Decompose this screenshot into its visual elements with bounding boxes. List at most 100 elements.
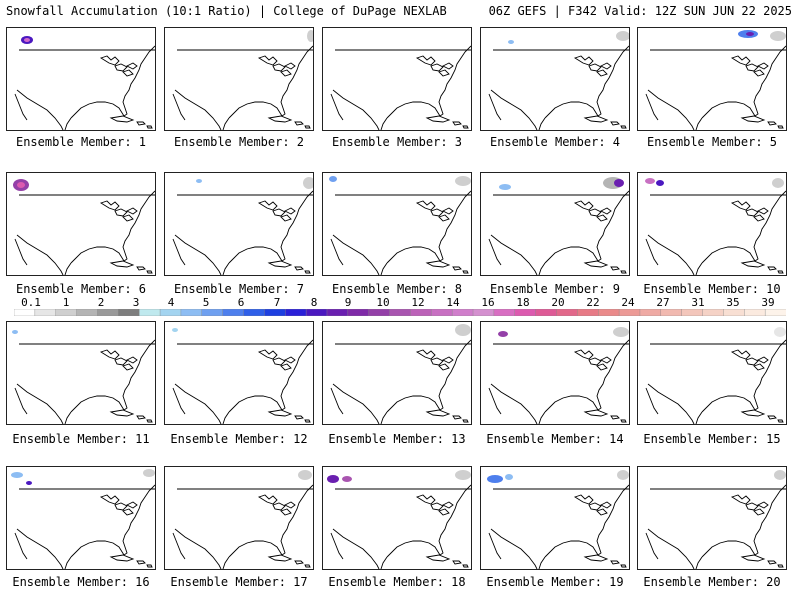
map-outline <box>109 554 135 562</box>
map-outline <box>16 234 64 275</box>
map-outline <box>645 387 659 415</box>
map-outline <box>283 356 296 364</box>
snowfall-area <box>17 182 25 188</box>
map-outline <box>99 349 120 360</box>
member-map-12 <box>164 321 314 425</box>
map-outline <box>490 528 538 569</box>
map-outline <box>122 508 134 516</box>
map-outline <box>272 502 286 511</box>
member-caption: Ensemble Member: 1 <box>15 135 147 149</box>
map-outline <box>283 62 296 70</box>
colorbar-swatch <box>201 309 224 316</box>
map-outline <box>573 55 594 66</box>
map-outline <box>109 409 135 417</box>
member-map-11 <box>6 321 156 425</box>
map-outline <box>430 502 444 511</box>
map-outline <box>136 121 146 126</box>
map-outline <box>695 556 703 569</box>
map-outline <box>380 262 388 275</box>
map-outline <box>122 45 155 117</box>
member-map-16 <box>6 466 156 570</box>
map-outline <box>753 508 765 516</box>
snowfall-area <box>12 330 18 334</box>
map-outline <box>599 501 612 509</box>
map-outline <box>174 89 222 130</box>
us-map <box>488 327 629 424</box>
map-outline <box>332 528 380 569</box>
map-outline <box>125 207 138 215</box>
colorbar-swatch <box>744 309 766 316</box>
map-outline <box>599 356 612 364</box>
colorbar-tick-label: 5 <box>202 296 210 309</box>
map-outline <box>330 238 344 266</box>
map-outline <box>114 502 128 511</box>
colorbar-tick-label: 22 <box>586 296 600 309</box>
member-map-17 <box>164 466 314 570</box>
map-outline <box>730 200 751 211</box>
snowfall-area <box>614 179 624 187</box>
map-outline <box>645 93 659 121</box>
map-outline <box>777 125 784 129</box>
map-outline <box>538 262 546 275</box>
map-outline <box>647 528 695 569</box>
map-outline <box>272 357 286 366</box>
map-outline <box>701 246 756 264</box>
map-outline <box>70 246 125 264</box>
colorbar-tick-label: 0.1 <box>21 296 41 309</box>
member-caption: Ensemble Member: 18 <box>328 575 466 589</box>
map-outline <box>452 415 462 420</box>
map-outline <box>452 266 462 271</box>
map-outline <box>99 55 120 66</box>
map-outline <box>462 419 469 423</box>
map-outline <box>415 349 436 360</box>
member-caption: Ensemble Member: 8 <box>331 282 463 296</box>
member-caption: Ensemble Member: 10 <box>643 282 781 296</box>
map-outline <box>620 419 627 423</box>
map-outline <box>70 101 125 119</box>
map-outline <box>257 200 278 211</box>
map-outline <box>701 395 756 413</box>
map-outline <box>425 554 451 562</box>
map-outline <box>695 117 703 130</box>
colorbar-swatch <box>681 309 704 316</box>
map-outline <box>146 564 153 568</box>
member-caption: Ensemble Member: 17 <box>170 575 308 589</box>
colorbar-swatch <box>556 309 578 316</box>
colorbar-tick-label: 18 <box>516 296 530 309</box>
colorbar-tick-label: 27 <box>656 296 670 309</box>
map-outline <box>647 89 695 130</box>
map-outline <box>228 101 283 119</box>
snowfall-area <box>772 178 784 188</box>
colorbar-tick-label: 10 <box>376 296 390 309</box>
us-map <box>487 470 629 569</box>
snowfall-area <box>455 324 471 336</box>
colorbar-swatch <box>514 309 537 316</box>
map-outline <box>756 62 769 70</box>
member-map-19 <box>480 466 630 570</box>
map-outline <box>304 125 311 129</box>
map-outline <box>330 93 344 121</box>
map-outline <box>753 363 765 371</box>
map-outline <box>573 494 594 505</box>
map-outline <box>283 501 296 509</box>
map-outline <box>701 101 756 119</box>
map-outline <box>462 564 469 568</box>
map-outline <box>380 556 388 569</box>
us-map <box>645 470 786 569</box>
colorbar-swatch <box>97 309 119 316</box>
map-outline <box>330 387 344 415</box>
map-outline <box>146 125 153 129</box>
map-outline <box>441 501 454 509</box>
map-outline <box>438 190 471 262</box>
snowfall-area <box>616 31 629 41</box>
snowfall-area <box>196 179 202 183</box>
map-outline <box>596 45 629 117</box>
colorbar-swatch <box>577 309 599 316</box>
map-outline <box>441 207 454 215</box>
member-map-6 <box>6 172 156 276</box>
colorbar-swatch <box>264 309 286 316</box>
map-outline <box>745 208 759 217</box>
member-map-14 <box>480 321 630 425</box>
member-map-2 <box>164 27 314 131</box>
member-caption: Ensemble Member: 2 <box>173 135 305 149</box>
